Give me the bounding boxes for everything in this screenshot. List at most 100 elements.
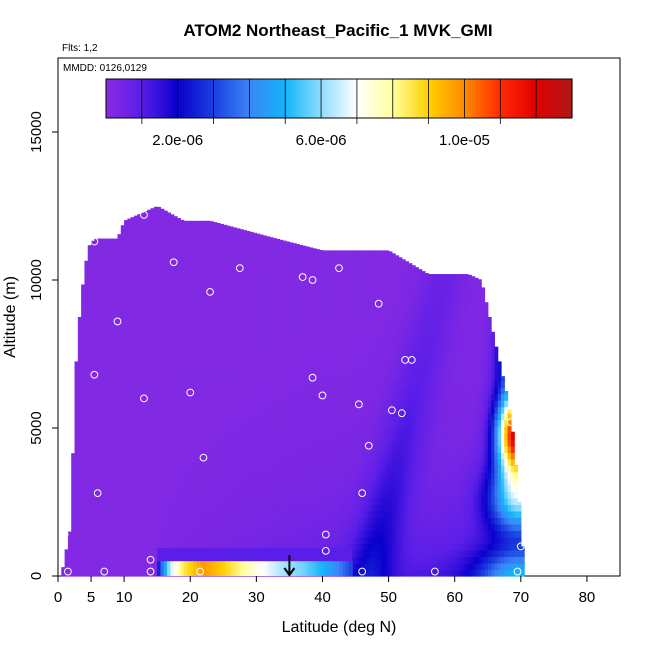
heat-cell — [335, 393, 340, 401]
heat-cell — [163, 374, 168, 382]
heat-cell — [223, 445, 228, 453]
heat-cell — [286, 510, 291, 518]
heat-cell — [157, 491, 162, 499]
heat-cell — [216, 224, 221, 232]
heat-cell — [282, 439, 287, 447]
heat-cell — [143, 309, 148, 317]
heat-cell — [352, 250, 357, 258]
heat-cell — [167, 452, 171, 460]
heat-cell — [249, 536, 254, 545]
heat-cell — [206, 269, 211, 278]
heat-cell — [266, 322, 271, 330]
heat-cell — [378, 282, 383, 291]
heat-cell — [292, 452, 297, 460]
heat-cell — [206, 309, 211, 317]
heat-cell — [276, 458, 281, 466]
heat-cell — [378, 478, 383, 486]
heat-cell — [94, 289, 99, 297]
heat-cell — [319, 491, 324, 499]
heat-cell — [381, 367, 386, 375]
heat-cell — [345, 335, 350, 343]
heat-cell — [296, 536, 300, 545]
heat-cell — [170, 393, 175, 401]
heat-cell — [107, 432, 112, 440]
heat-cell — [246, 523, 251, 532]
heat-cell — [104, 282, 109, 291]
heat-cell — [173, 510, 178, 518]
heat-cell — [256, 452, 261, 460]
heat-cell — [329, 471, 333, 479]
heat-cell — [107, 562, 112, 571]
heat-cell — [239, 354, 244, 362]
heat-cell — [180, 374, 185, 382]
heat-cell — [226, 484, 231, 492]
heat-cell — [286, 328, 291, 336]
heat-cell — [256, 393, 261, 401]
heat-cell — [117, 341, 122, 349]
heat-cell — [157, 309, 162, 317]
heat-cell — [226, 380, 231, 388]
heat-cell — [206, 328, 211, 336]
heat-cell — [286, 406, 291, 414]
heat-cell — [309, 510, 314, 518]
heat-cell — [100, 445, 105, 453]
heat-cell — [114, 517, 119, 525]
heat-cell — [81, 322, 86, 330]
heat-cell — [262, 543, 267, 551]
heat-cell — [186, 328, 191, 336]
heat-cell — [140, 230, 145, 238]
heat-cell — [183, 295, 188, 304]
heat-cell — [296, 497, 300, 505]
heat-cell — [362, 510, 367, 518]
heat-cell — [348, 497, 353, 505]
heat-cell — [368, 530, 373, 538]
heat-cell — [342, 354, 347, 362]
heat-cell — [262, 235, 267, 238]
heat-cell — [299, 341, 304, 349]
heat-cell — [203, 484, 208, 492]
heat-cell — [87, 458, 92, 466]
heat-cell — [236, 406, 241, 414]
heat-cell — [345, 328, 350, 336]
heat-cell — [253, 309, 257, 317]
heat-cell — [305, 465, 310, 473]
heat-cell — [186, 432, 191, 440]
heat-cell — [276, 322, 281, 330]
heat-cell — [87, 335, 92, 343]
heat-cell — [81, 484, 86, 492]
heat-cell — [157, 497, 162, 505]
heat-cell — [186, 536, 191, 545]
heat-cell — [157, 289, 162, 297]
heat-cell — [71, 549, 76, 558]
heat-cell — [381, 484, 386, 492]
heat-cell — [134, 393, 138, 401]
heat-cell — [200, 361, 205, 369]
heat-cell — [160, 289, 165, 297]
heat-cell — [378, 295, 383, 304]
heat-cell — [305, 295, 310, 304]
heat-cell — [292, 354, 297, 362]
heat-cell — [216, 256, 221, 265]
heat-cell — [246, 243, 251, 251]
heat-cell — [87, 315, 92, 323]
heat-cell — [170, 354, 175, 362]
heat-cell — [223, 250, 228, 258]
heat-cell — [348, 250, 353, 258]
heat-cell — [100, 263, 105, 271]
heat-cell — [84, 543, 89, 551]
heat-cell — [253, 458, 257, 466]
heat-cell — [368, 523, 373, 532]
heat-cell — [157, 328, 162, 336]
heat-cell — [140, 510, 145, 518]
heat-cell — [134, 322, 138, 330]
heat-cell — [325, 315, 330, 323]
heat-cell — [236, 335, 241, 343]
heat-cell — [362, 250, 367, 258]
heat-cell — [282, 491, 287, 499]
heat-cell — [249, 256, 254, 265]
heat-cell — [100, 243, 105, 251]
heat-cell — [259, 289, 264, 297]
heat-cell — [104, 263, 109, 271]
heat-cell — [236, 367, 241, 375]
heat-cell — [107, 523, 112, 532]
